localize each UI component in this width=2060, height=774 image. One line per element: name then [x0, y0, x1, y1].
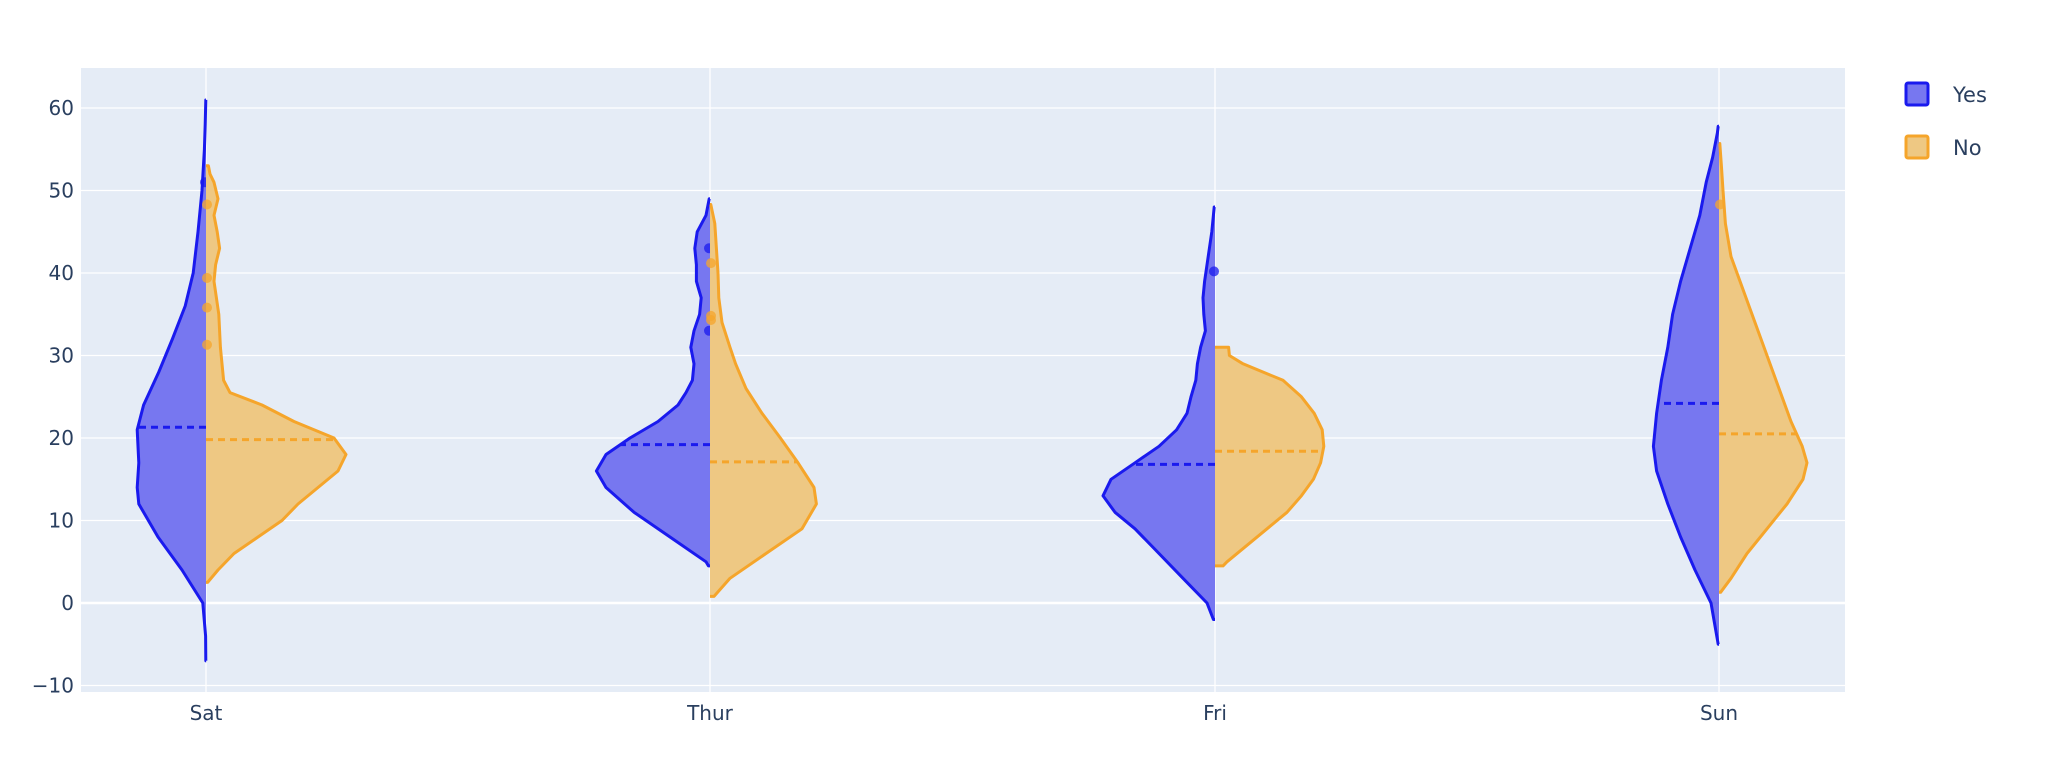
x-axis-ticks: Sat Thur Fri Sun — [190, 701, 1738, 725]
violin-yes-thur[interactable] — [594, 197, 714, 568]
violin-no-sun[interactable] — [1715, 141, 1809, 594]
violin-no-thur[interactable] — [706, 203, 818, 598]
outlier-point[interactable] — [202, 302, 212, 313]
violin-outline — [1214, 345, 1326, 568]
x-tick-label: Thur — [686, 701, 734, 725]
y-tick-label: −10 — [32, 674, 74, 698]
legend-label-yes: Yes — [1952, 83, 1987, 107]
outlier-point[interactable] — [706, 258, 716, 269]
violin-outline — [594, 197, 711, 568]
outlier-point[interactable] — [706, 315, 716, 326]
x-tick-label: Fri — [1203, 701, 1227, 725]
y-tick-label: 30 — [49, 344, 74, 368]
legend-item-no[interactable]: No — [1904, 134, 1982, 160]
y-tick-label: 20 — [49, 426, 74, 450]
legend-swatch-no — [1904, 134, 1930, 160]
legend: Yes No — [1904, 81, 1987, 160]
y-tick-label: 10 — [49, 509, 74, 533]
violin-yes-fri[interactable] — [1101, 205, 1219, 621]
violin-outline — [1101, 205, 1216, 621]
violin-no-fri[interactable] — [1214, 345, 1326, 568]
y-tick-label: 0 — [61, 591, 74, 615]
violin-body — [1653, 126, 1719, 645]
violin-outline — [709, 203, 818, 598]
violin-body — [596, 198, 710, 566]
outlier-point[interactable] — [1209, 266, 1219, 277]
legend-swatch-yes — [1904, 81, 1930, 107]
plot-background — [81, 68, 1845, 692]
violin-outline — [135, 98, 208, 663]
x-tick-label: Sat — [190, 701, 223, 725]
outlier-point[interactable] — [202, 199, 212, 210]
y-tick-label: 50 — [49, 179, 74, 203]
violin-outline — [1718, 141, 1809, 594]
violin-outline — [1651, 124, 1720, 646]
violin-yes-sun[interactable] — [1651, 124, 1720, 646]
outlier-point[interactable] — [1715, 199, 1725, 210]
x-tick-label: Sun — [1700, 701, 1738, 725]
violin-body — [137, 99, 206, 661]
violin-body — [1719, 143, 1807, 593]
outlier-point[interactable] — [202, 339, 212, 350]
y-tick-label: 60 — [49, 96, 74, 120]
y-tick-label: 40 — [49, 261, 74, 285]
violin-body — [710, 204, 817, 597]
outlier-point[interactable] — [202, 272, 212, 283]
violins — [135, 98, 1809, 663]
violin-outline — [205, 164, 348, 584]
violin-body — [1215, 347, 1324, 566]
legend-label-no: No — [1953, 136, 1982, 160]
violin-no-sat[interactable] — [202, 164, 348, 584]
legend-item-yes[interactable]: Yes — [1904, 81, 1987, 107]
violin-body — [1103, 207, 1215, 620]
y-axis-ticks: −10 0 10 20 30 40 50 60 — [32, 96, 74, 698]
violin-body — [206, 165, 346, 583]
